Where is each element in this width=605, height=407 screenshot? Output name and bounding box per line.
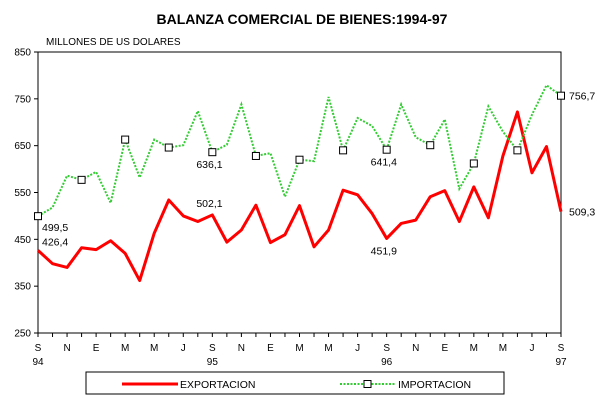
x-tick-label: M: [121, 343, 129, 354]
y-tick-label: 750: [14, 94, 31, 105]
legend: EXPORTACION IMPORTACION: [85, 371, 505, 395]
y-tick-label: 450: [14, 235, 31, 246]
legend-marker-importacion: [363, 380, 372, 388]
x-tick-label: N: [63, 343, 70, 354]
plot-area: [37, 51, 562, 334]
x-tick-label: E: [93, 343, 100, 354]
y-tick-label: 350: [14, 282, 31, 293]
x-tick-label: J: [181, 343, 186, 354]
series-layer: [34, 83, 565, 283]
x-tick-label: J: [529, 343, 534, 354]
x-tick-label: N: [238, 343, 245, 354]
data-label: 641,4: [371, 157, 397, 169]
x-tick-label: S: [383, 343, 390, 354]
x-axis: S N E M M J S N E M M J S N E M M J S 94 95 96 97: [32, 333, 567, 368]
y-tick-label: 850: [14, 48, 31, 59]
x-tick-label: E: [441, 343, 448, 354]
y-tick-label: 650: [14, 141, 31, 152]
importacion-point: [339, 146, 348, 155]
series-line-exportacion: [36, 110, 563, 283]
x-year-label: 96: [381, 357, 393, 368]
x-year-label: 97: [555, 357, 567, 368]
data-label: 426,4: [42, 236, 68, 248]
x-tick-label: M: [470, 343, 478, 354]
importacion-point: [469, 159, 478, 168]
y-axis-label: MILLONES DE US DOLARES: [46, 37, 181, 48]
x-tick-label: S: [209, 343, 216, 354]
importacion-point: [513, 146, 522, 155]
x-tick-label: S: [35, 343, 42, 354]
y-tick-label: 550: [14, 188, 31, 199]
x-year-label: 95: [207, 357, 219, 368]
data-label: 499,5: [42, 222, 68, 234]
importacion-point: [426, 141, 435, 150]
x-tick-label: E: [267, 343, 274, 354]
x-tick-label: J: [355, 343, 360, 354]
x-tick-label: M: [150, 343, 158, 354]
importacion-point: [208, 148, 217, 157]
importacion-point: [251, 151, 260, 160]
importacion-point: [77, 175, 86, 184]
chart-title: BALANZA COMERCIAL DE BIENES:1994-97: [157, 11, 448, 27]
data-label: 451,9: [371, 245, 397, 257]
importacion-point: [557, 91, 565, 100]
x-year-label: 94: [32, 357, 44, 368]
x-tick-label: M: [324, 343, 332, 354]
importacion-point: [295, 155, 304, 164]
importacion-point: [164, 143, 173, 152]
data-label: 636,1: [196, 159, 222, 171]
legend-label-exportacion: EXPORTACION: [180, 379, 255, 391]
annotations: 499,5 426,4 636,1 502,1 641,4 451,9 756,7 509,3: [42, 91, 595, 258]
x-tick-label: M: [295, 343, 303, 354]
y-axis: 250 350 450 550 650 750 850: [14, 48, 38, 340]
x-tick-label: N: [412, 343, 419, 354]
importacion-point: [121, 135, 130, 144]
legend-label-importacion: IMPORTACION: [398, 379, 471, 391]
importacion-point: [34, 212, 42, 221]
legend-box: [85, 371, 505, 395]
importacion-point: [382, 145, 391, 154]
x-tick-label: M: [499, 343, 507, 354]
data-label: 502,1: [196, 198, 222, 210]
data-label: 509,3: [569, 207, 595, 219]
x-tick-label: S: [558, 343, 565, 354]
y-tick-label: 250: [14, 329, 31, 340]
data-label: 756,7: [569, 91, 595, 103]
